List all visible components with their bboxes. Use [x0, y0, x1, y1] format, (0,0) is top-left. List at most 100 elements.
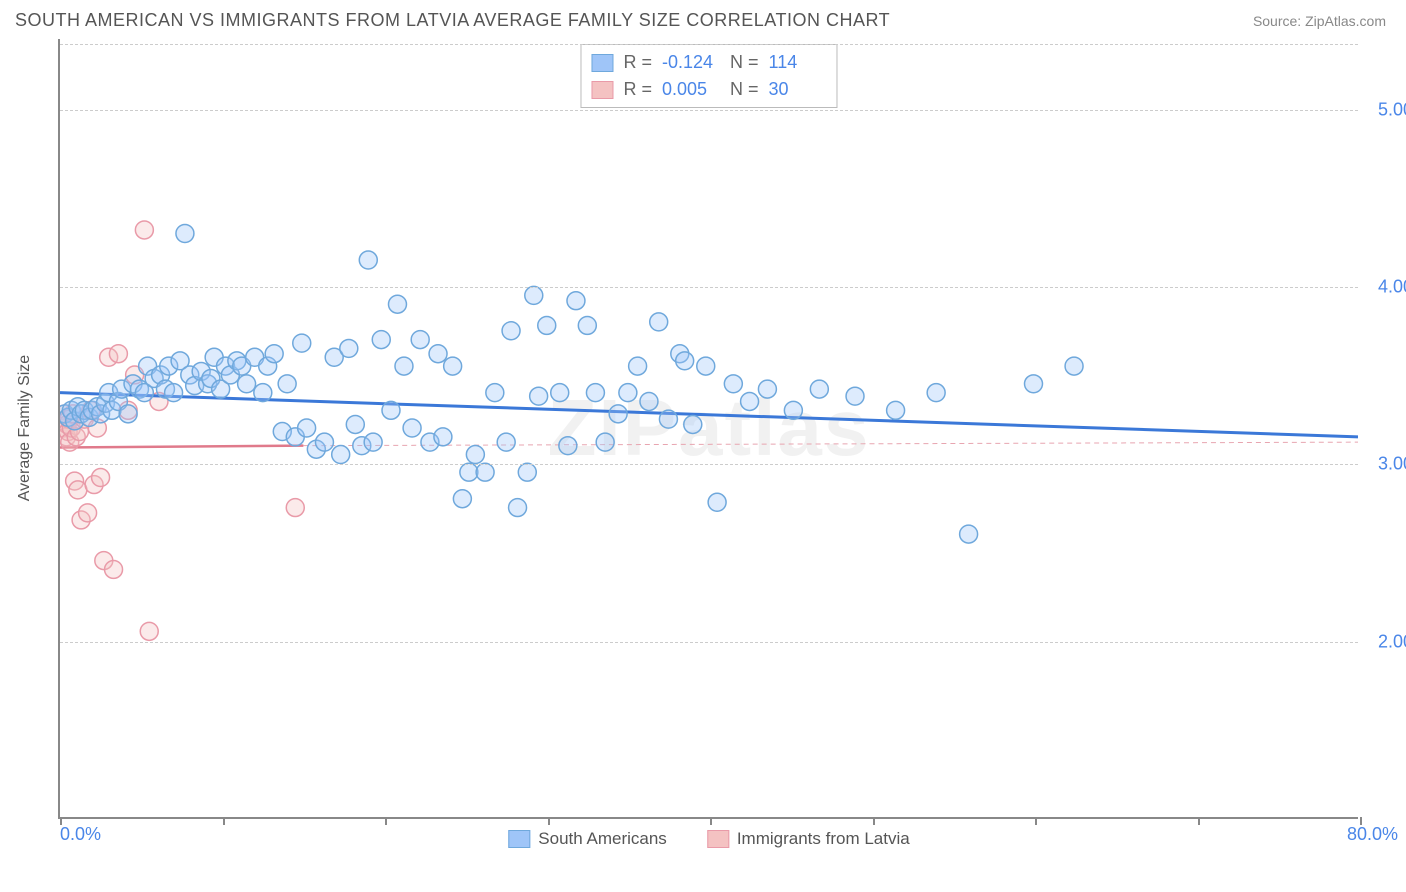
data-point: [434, 428, 452, 446]
data-point: [629, 357, 647, 375]
x-tick: [1360, 817, 1362, 825]
source-attribution: Source: ZipAtlas.com: [1253, 13, 1386, 29]
data-point: [518, 463, 536, 481]
trendline-0: [60, 393, 1358, 437]
scatter-svg: [60, 39, 1358, 817]
y-axis-label: Average Family Size: [16, 355, 34, 501]
data-point: [497, 433, 515, 451]
data-point: [254, 384, 272, 402]
data-point: [453, 490, 471, 508]
x-axis-max-label: 80.0%: [1347, 824, 1398, 845]
source-link[interactable]: ZipAtlas.com: [1305, 13, 1386, 29]
trendline-ext-1: [303, 442, 1358, 446]
data-point: [476, 463, 494, 481]
data-point: [538, 316, 556, 334]
data-point: [92, 469, 110, 487]
data-point: [960, 525, 978, 543]
data-point: [586, 384, 604, 402]
x-tick: [1035, 817, 1037, 825]
legend-label-0: South Americans: [538, 829, 667, 849]
data-point: [784, 401, 802, 419]
data-point: [466, 446, 484, 464]
data-point: [460, 463, 478, 481]
data-point: [332, 446, 350, 464]
data-point: [927, 384, 945, 402]
data-point: [578, 316, 596, 334]
data-point: [109, 345, 127, 363]
data-point: [444, 357, 462, 375]
n-label-1: N =: [730, 76, 759, 103]
stats-row-series-1: R = 0.005 N = 30: [591, 76, 826, 103]
n-value-1: 30: [769, 76, 827, 103]
data-point: [105, 560, 123, 578]
r-label-1: R =: [623, 76, 652, 103]
grid-line: [60, 44, 1358, 45]
grid-line: [60, 110, 1358, 111]
data-point: [359, 251, 377, 269]
trendline-1: [60, 446, 303, 448]
x-tick: [710, 817, 712, 825]
data-point: [659, 410, 677, 428]
r-label-0: R =: [623, 49, 652, 76]
legend-swatch-1: [707, 830, 729, 848]
data-point: [265, 345, 283, 363]
data-point: [140, 622, 158, 640]
legend-item-0: South Americans: [508, 829, 667, 849]
data-point: [69, 481, 87, 499]
x-tick: [60, 817, 62, 825]
data-point: [298, 419, 316, 437]
x-axis-min-label: 0.0%: [60, 824, 101, 845]
grid-line: [60, 287, 1358, 288]
data-point: [502, 322, 520, 340]
plot-area: ZIPatlas R = -0.124 N = 114 R = 0.005 N …: [58, 39, 1358, 819]
y-tick-label: 2.00: [1363, 631, 1406, 652]
data-point: [176, 225, 194, 243]
legend-bottom: South Americans Immigrants from Latvia: [508, 829, 909, 849]
swatch-series-0: [591, 54, 613, 72]
legend-label-1: Immigrants from Latvia: [737, 829, 910, 849]
data-point: [340, 339, 358, 357]
grid-line: [60, 464, 1358, 465]
data-point: [278, 375, 296, 393]
data-point: [135, 221, 153, 239]
data-point: [403, 419, 421, 437]
x-tick: [1198, 817, 1200, 825]
data-point: [551, 384, 569, 402]
data-point: [364, 433, 382, 451]
data-point: [509, 499, 527, 517]
data-point: [525, 286, 543, 304]
stats-legend-box: R = -0.124 N = 114 R = 0.005 N = 30: [580, 44, 837, 108]
data-point: [346, 415, 364, 433]
data-point: [429, 345, 447, 363]
header: SOUTH AMERICAN VS IMMIGRANTS FROM LATVIA…: [0, 0, 1406, 39]
n-label-0: N =: [730, 49, 759, 76]
data-point: [567, 292, 585, 310]
data-point: [411, 331, 429, 349]
r-value-1: 0.005: [662, 76, 720, 103]
data-point: [286, 499, 304, 517]
data-point: [741, 393, 759, 411]
data-point: [619, 384, 637, 402]
data-point: [79, 504, 97, 522]
data-point: [887, 401, 905, 419]
source-label: Source:: [1253, 13, 1305, 29]
x-tick: [385, 817, 387, 825]
data-point: [846, 387, 864, 405]
data-point: [1065, 357, 1083, 375]
data-point: [676, 352, 694, 370]
data-point: [758, 380, 776, 398]
data-point: [382, 401, 400, 419]
n-value-0: 114: [769, 49, 827, 76]
data-point: [684, 415, 702, 433]
x-tick: [223, 817, 225, 825]
data-point: [372, 331, 390, 349]
data-point: [609, 405, 627, 423]
legend-swatch-0: [508, 830, 530, 848]
data-point: [165, 384, 183, 402]
data-point: [697, 357, 715, 375]
y-tick-label: 5.00: [1363, 99, 1406, 120]
data-point: [119, 405, 137, 423]
data-point: [486, 384, 504, 402]
r-value-0: -0.124: [662, 49, 720, 76]
data-point: [708, 493, 726, 511]
